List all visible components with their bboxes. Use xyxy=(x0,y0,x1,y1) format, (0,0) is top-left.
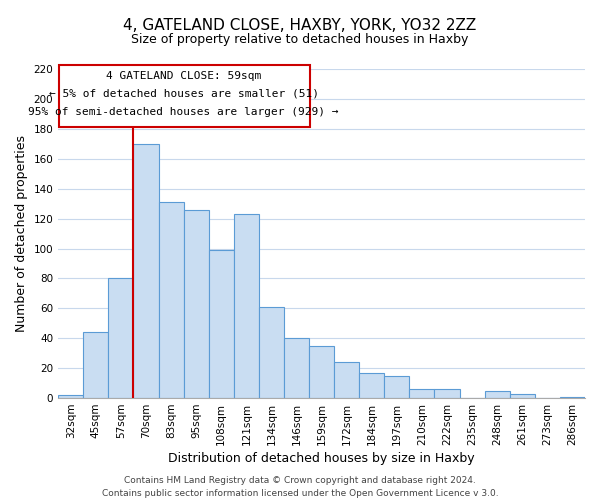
Bar xyxy=(234,214,259,398)
Bar xyxy=(209,250,234,398)
Bar xyxy=(284,338,309,398)
Text: 4, GATELAND CLOSE, HAXBY, YORK, YO32 2ZZ: 4, GATELAND CLOSE, HAXBY, YORK, YO32 2ZZ xyxy=(124,18,476,32)
X-axis label: Distribution of detached houses by size in Haxby: Distribution of detached houses by size … xyxy=(168,452,475,465)
Bar xyxy=(434,389,460,398)
FancyBboxPatch shape xyxy=(59,64,310,128)
Bar xyxy=(158,202,184,398)
Bar xyxy=(83,332,109,398)
Bar xyxy=(385,376,409,398)
Bar xyxy=(259,307,284,398)
Bar xyxy=(309,346,334,398)
Text: Contains HM Land Registry data © Crown copyright and database right 2024.
Contai: Contains HM Land Registry data © Crown c… xyxy=(101,476,499,498)
Bar xyxy=(334,362,359,398)
Bar xyxy=(58,395,83,398)
Bar xyxy=(485,390,510,398)
Text: 4 GATELAND CLOSE: 59sqm: 4 GATELAND CLOSE: 59sqm xyxy=(106,70,261,81)
Bar xyxy=(359,372,385,398)
Text: Size of property relative to detached houses in Haxby: Size of property relative to detached ho… xyxy=(131,32,469,46)
Y-axis label: Number of detached properties: Number of detached properties xyxy=(15,135,28,332)
Bar xyxy=(133,144,158,398)
Text: 95% of semi-detached houses are larger (929) →: 95% of semi-detached houses are larger (… xyxy=(28,106,339,117)
Bar xyxy=(109,278,133,398)
Bar xyxy=(184,210,209,398)
Bar xyxy=(560,396,585,398)
Bar xyxy=(409,389,434,398)
Text: ← 5% of detached houses are smaller (51): ← 5% of detached houses are smaller (51) xyxy=(49,88,319,99)
Bar xyxy=(510,394,535,398)
